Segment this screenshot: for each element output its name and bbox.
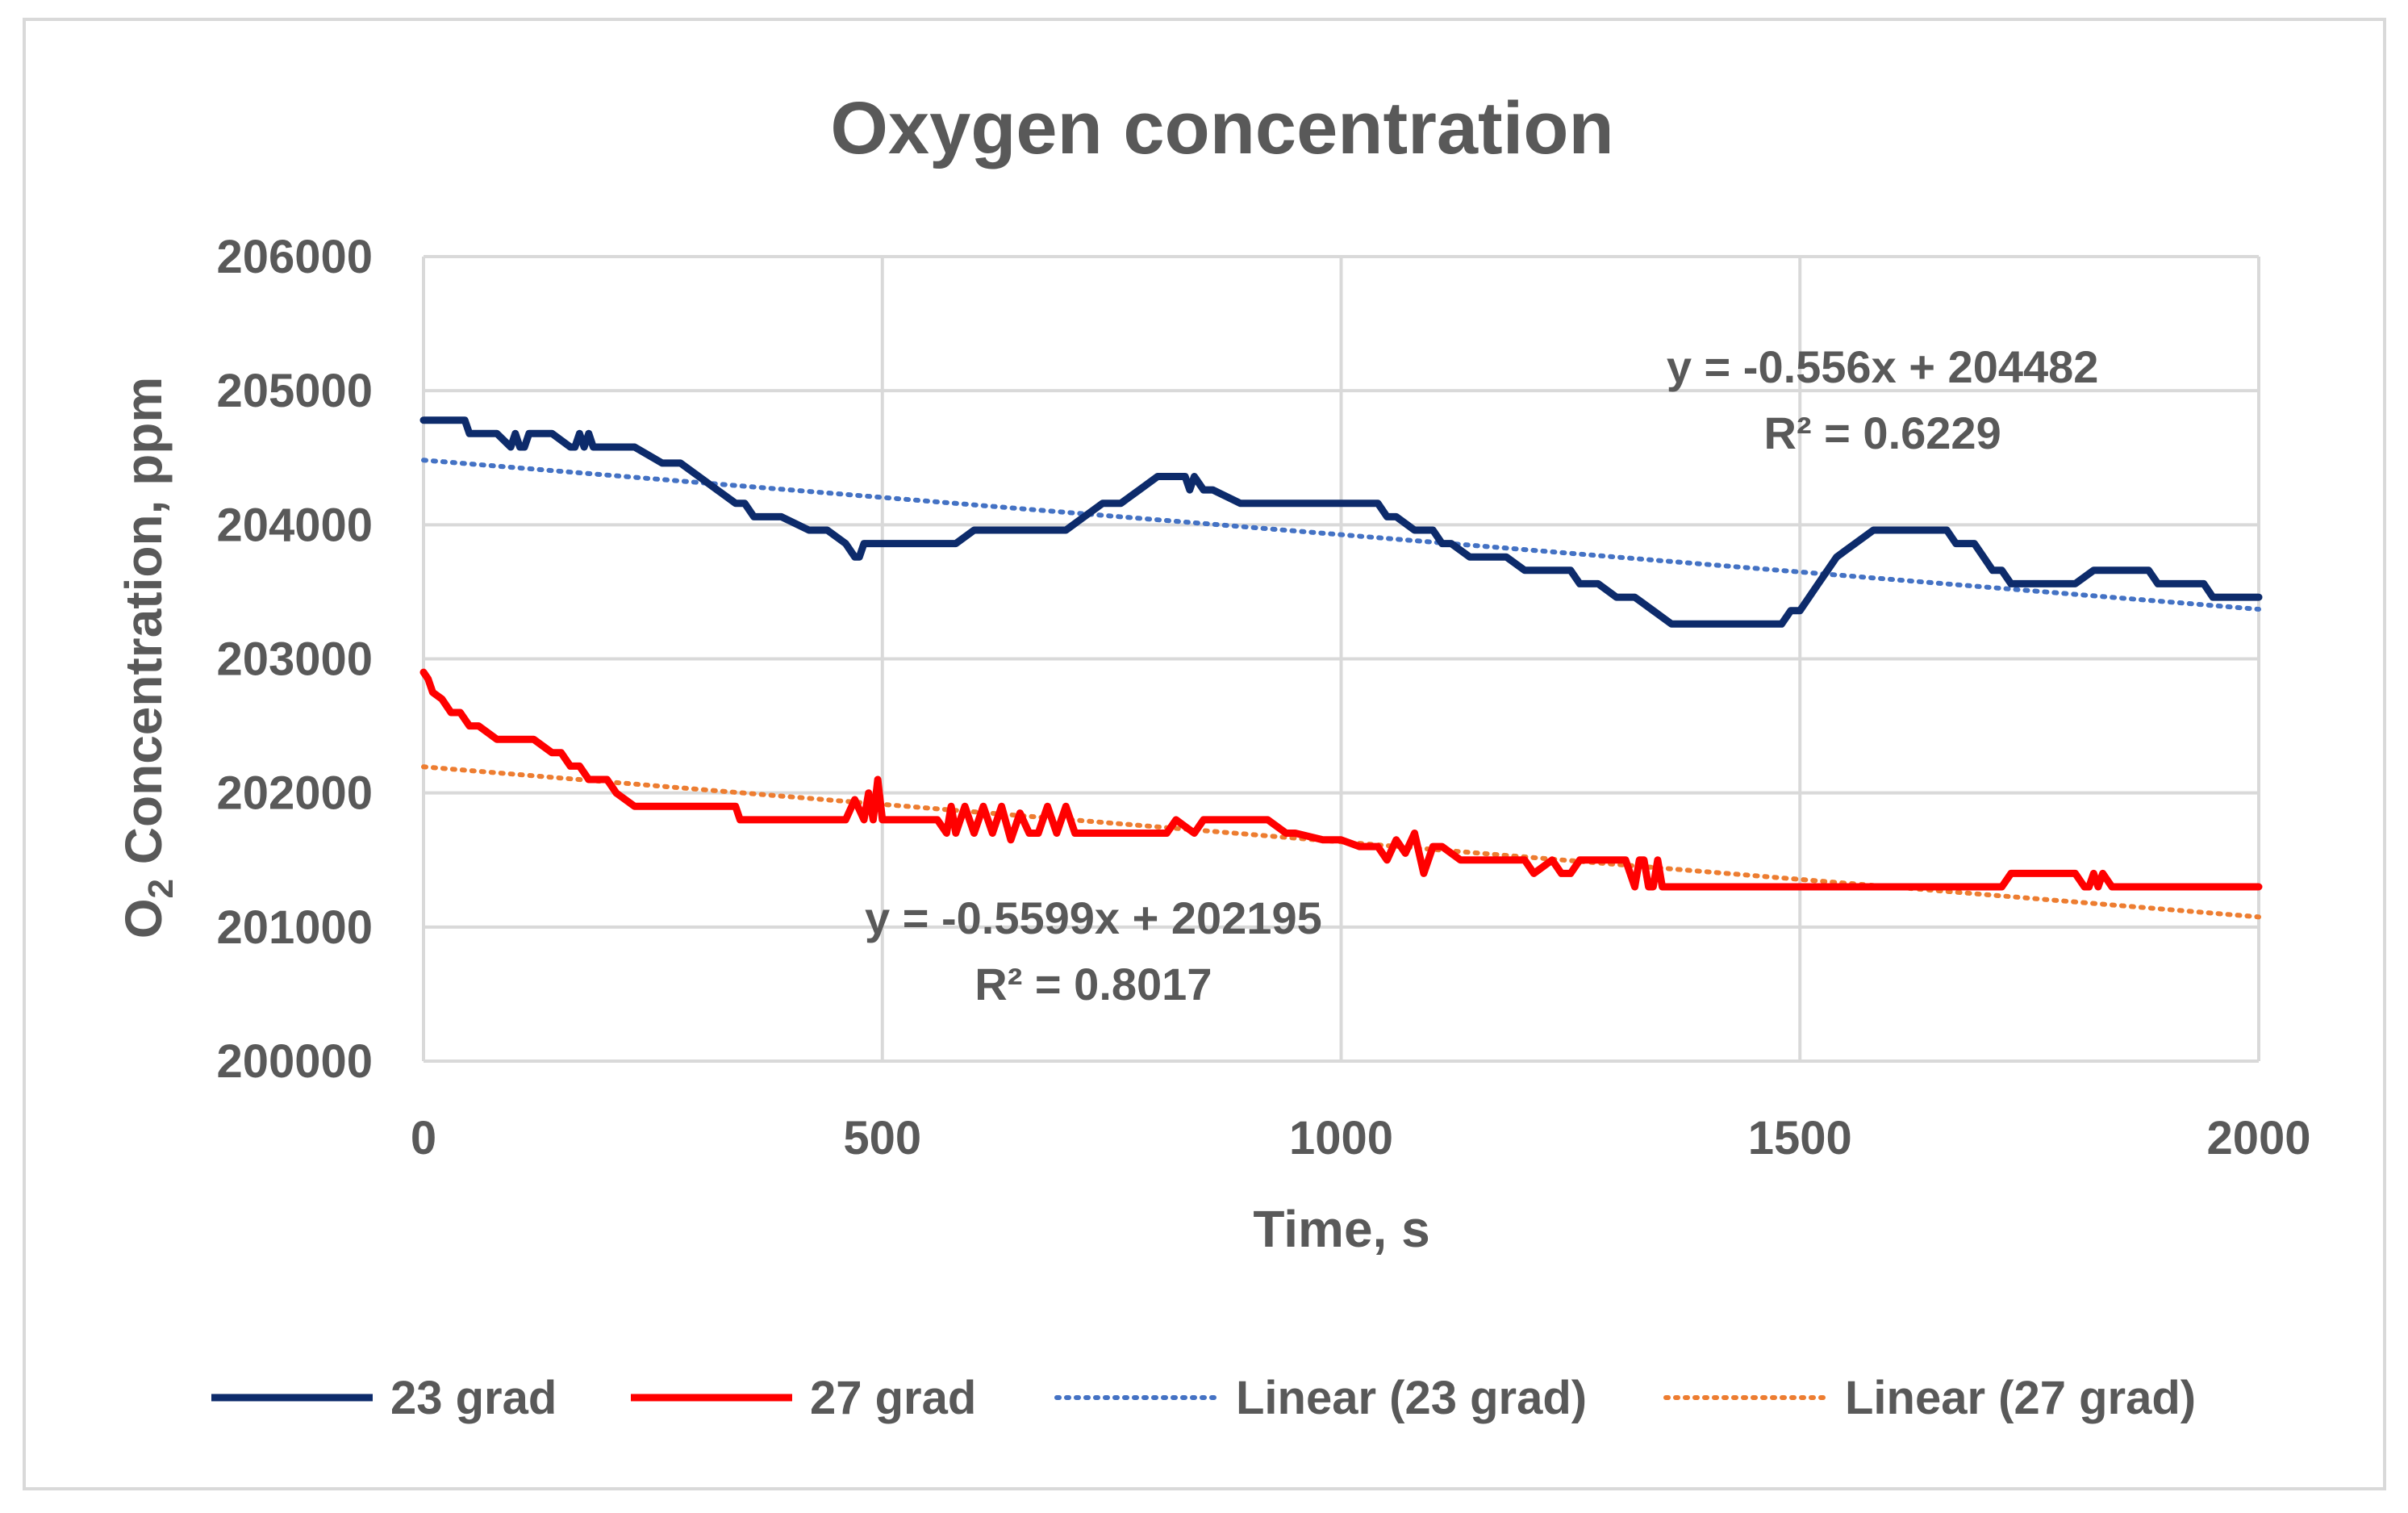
grid bbox=[422, 255, 2260, 1063]
y-axis-label: O2 Concentration, ppm bbox=[115, 377, 181, 938]
trend-r-squared: R² = 0.8017 bbox=[974, 959, 1212, 1009]
y-tick-label: 202000 bbox=[216, 767, 373, 820]
legend-item: Linear (23 grad) bbox=[1054, 1372, 1587, 1424]
legend-label: Linear (23 grad) bbox=[1236, 1372, 1587, 1424]
x-axis-label: Time, s bbox=[1253, 1200, 1429, 1258]
chart-title: Oxygen concentration bbox=[830, 87, 1613, 169]
y-tick-label: 203000 bbox=[216, 633, 373, 686]
x-tick-label: 0 bbox=[411, 1112, 436, 1164]
y-tick-label: 205000 bbox=[216, 365, 373, 417]
chart-frame bbox=[23, 18, 2386, 1490]
y-tick-label: 204000 bbox=[216, 499, 373, 551]
legend-label: 27 grad bbox=[810, 1372, 976, 1424]
legend-label: 23 grad bbox=[390, 1372, 557, 1424]
trend-r-squared: R² = 0.6229 bbox=[1764, 408, 2001, 458]
trend-equation: y = -0.5599x + 202195 bbox=[865, 892, 1322, 943]
legend: 23 grad 27 grad Linear (23 grad) Linear (27… bbox=[211, 1372, 2196, 1424]
annotations: y = -0.556x + 204482 R² = 0.6229 y = -0.55… bbox=[865, 341, 2098, 1009]
y-tick-labels: 200000 201000 202000 203000 204000 205000 2060… bbox=[216, 231, 373, 1088]
x-tick-label: 1500 bbox=[1748, 1112, 1852, 1164]
legend-item: Linear (27 grad) bbox=[1663, 1372, 2196, 1424]
trend-equation: y = -0.556x + 204482 bbox=[1667, 341, 2099, 392]
series-line-27-grad bbox=[419, 668, 2263, 891]
y-axis-label-sub: 2 bbox=[141, 879, 181, 898]
y-axis-label-main: O bbox=[115, 898, 173, 938]
x-tick-label: 2000 bbox=[2206, 1112, 2310, 1164]
y-axis-label-rest: Concentration, ppm bbox=[115, 377, 173, 879]
x-tick-label: 500 bbox=[843, 1112, 921, 1164]
legend-label: Linear (27 grad) bbox=[1845, 1372, 2196, 1424]
x-tick-labels: 0 500 1000 1500 2000 bbox=[411, 1112, 2311, 1164]
data-lines bbox=[419, 416, 2263, 891]
series-line-23-grad bbox=[419, 416, 2263, 628]
y-tick-label: 206000 bbox=[216, 231, 373, 283]
legend-item: 23 grad bbox=[211, 1372, 557, 1424]
x-tick-label: 1000 bbox=[1289, 1112, 1393, 1164]
y-tick-label: 201000 bbox=[216, 901, 373, 954]
trendline-linear-23-grad- bbox=[421, 458, 2261, 612]
legend-item: 27 grad bbox=[631, 1372, 976, 1424]
y-tick-label: 200000 bbox=[216, 1035, 373, 1088]
